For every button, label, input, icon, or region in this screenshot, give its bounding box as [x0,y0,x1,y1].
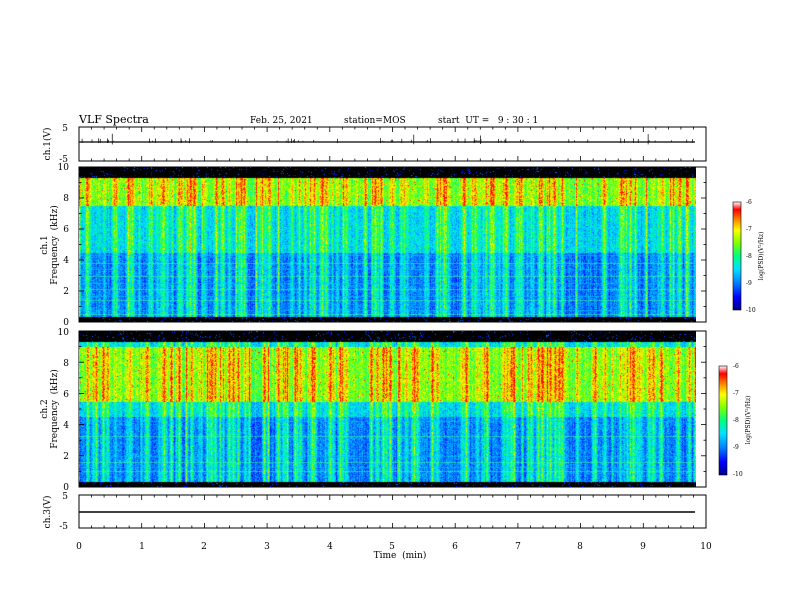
xtick-label-2: 2 [201,542,207,552]
ch1-spectrogram-yticks: 0 2 4 6 8 10 [58,163,70,328]
ch2-colorbar: -6 -7 -8 -9 -10 log(PSD)(V²/Hz) [718,363,752,478]
xtick-label-8: 8 [577,542,583,552]
ch1-ytick-6: 6 [63,225,69,235]
date-label: Feb. 25, 2021 [250,116,313,126]
ch2-ytick-0: 0 [63,483,69,493]
xtick-label-4: 4 [327,542,333,552]
xtick-label-3: 3 [264,542,270,552]
ch2-cbar-tick-6: -6 [733,363,739,370]
ch1-channel-label: ch.1 [40,235,50,254]
ch2-spectrogram-panel: 0 2 4 6 8 10 ch.2 Frequency (kHz) [40,328,707,493]
ch1-cbar-tick-10: -10 [746,307,756,314]
xtick-label-6: 6 [452,542,458,552]
axis-tick-marks [78,127,707,528]
xtick-label-9: 9 [640,542,646,552]
ch1-spectrogram-image [79,167,696,322]
station-label: station=MOS [344,116,406,126]
ch1-waveform-panel: 5 -5 ch.1(V) [42,124,707,165]
ch3-waveform-panel: 5 -5 ch.3(V) [42,492,707,532]
ch2-channel-label: ch.2 [40,399,50,418]
ch2-cbar-tick-9: -9 [733,444,739,451]
xtick-label-7: 7 [515,542,521,552]
ch1-cbar-tick-8: -8 [746,253,752,260]
ch2-ytick-8: 8 [63,359,69,369]
ch1-ytick-8: 8 [63,194,69,204]
ch2-cbar-tick-10: -10 [733,471,743,478]
ch3-waveform-ylabel: ch.3(V) [42,496,53,529]
xtick-label-0: 0 [76,542,82,552]
figure-title: VLF Spectra [78,113,149,126]
time-axis-label: Time (min) [374,550,427,561]
xtick-label-1: 1 [139,542,145,552]
ch2-cbar-tick-7: -7 [733,390,739,397]
start-ut-label: start UT = 9 : 30 : 1 [438,116,538,126]
ch1-ytick-2: 2 [63,287,69,297]
ch1-ytick-10: 10 [58,163,70,173]
ch1-colorbar-gradient [732,201,742,311]
ch1-waveform-ylabel: ch.1(V) [42,128,53,161]
ch3-ytick-max: 5 [62,492,68,502]
ch1-cbar-tick-9: -9 [746,280,752,287]
ch2-ytick-10: 10 [58,328,70,338]
header: VLF Spectra Feb. 25, 2021 station=MOS st… [78,113,538,126]
xtick-label-10: 10 [700,542,712,552]
ch2-cbar-tick-8: -8 [733,417,739,424]
xtick-label-5: 5 [389,542,395,552]
ch2-colorbar-gradient [718,365,728,476]
ch1-cbar-tick-7: -7 [746,226,752,233]
ch1-cbar-tick-6: -6 [746,199,752,206]
ch1-waveform-frame [78,126,707,162]
ch1-colorbar-label: log(PSD)(V²/Hz) [758,232,765,281]
ch1-ytick-4: 4 [63,256,69,266]
ch3-ytick-min: -5 [59,522,68,532]
ch2-ytick-2: 2 [63,452,69,462]
ch1-spectrogram-panel: 0 2 4 6 8 10 ch.1 Frequency (kHz) [40,163,707,328]
time-axis: 0 1 2 3 4 5 6 7 8 9 10 Time (min) [76,542,712,561]
ch2-spectrogram-image [79,331,696,487]
ch1-frequency-label: Frequency (kHz) [49,205,60,284]
ch2-colorbar-label: log(PSD)(V²/Hz) [745,396,752,445]
ch2-frequency-label: Frequency (kHz) [49,369,60,448]
ch1-colorbar: -6 -7 -8 -9 -10 log(PSD)(V²/Hz) [732,199,765,314]
ch1-waveform-spikes [81,133,693,145]
ch2-ytick-4: 4 [63,421,69,431]
ch1-ytick-min: -5 [59,155,68,165]
ch1-ytick-max: 5 [62,124,68,134]
ch2-ytick-6: 6 [63,390,69,400]
ch1-ytick-0: 0 [63,318,69,328]
ch2-spectrogram-yticks: 0 2 4 6 8 10 [58,328,70,493]
